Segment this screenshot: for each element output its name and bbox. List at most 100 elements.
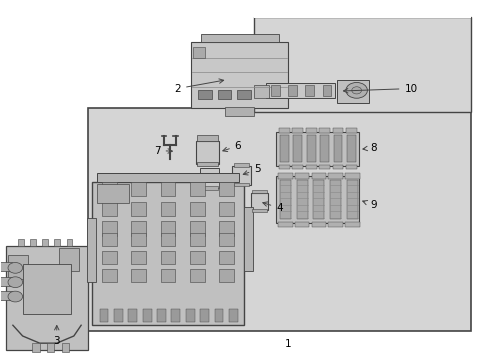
Bar	[32, 343, 40, 352]
Bar	[254, 85, 268, 98]
Bar	[233, 163, 249, 167]
Bar	[219, 251, 233, 264]
Bar	[345, 165, 356, 169]
Bar	[305, 165, 316, 169]
Bar	[102, 233, 117, 246]
Bar	[131, 269, 146, 282]
Bar	[232, 166, 250, 185]
Text: 8: 8	[362, 143, 376, 153]
Bar	[0, 277, 12, 286]
Bar	[346, 180, 357, 220]
Bar	[160, 251, 175, 264]
Bar	[47, 343, 54, 352]
Bar	[92, 182, 243, 325]
Bar	[201, 186, 217, 190]
Bar	[102, 182, 117, 196]
Bar	[189, 233, 204, 246]
Bar	[311, 173, 325, 179]
Bar	[332, 165, 343, 169]
Bar	[336, 80, 368, 103]
Text: 10: 10	[343, 84, 417, 94]
Bar	[189, 269, 204, 282]
Bar	[296, 180, 307, 220]
Bar	[293, 135, 302, 162]
Bar	[294, 222, 309, 227]
Bar	[219, 221, 233, 235]
Bar	[100, 309, 108, 321]
Bar	[237, 90, 250, 99]
Bar	[305, 85, 314, 96]
Circle shape	[8, 291, 22, 302]
Bar	[327, 173, 342, 179]
Bar	[266, 83, 334, 98]
Bar	[271, 85, 280, 96]
Bar	[102, 221, 117, 235]
Bar	[189, 221, 204, 235]
Bar	[252, 190, 266, 193]
Circle shape	[345, 82, 366, 98]
Text: 6: 6	[223, 141, 241, 152]
Bar	[327, 222, 342, 227]
Bar	[217, 90, 231, 99]
Text: 1: 1	[285, 339, 291, 349]
Bar	[193, 47, 205, 58]
Bar	[131, 202, 146, 216]
Bar	[102, 202, 117, 216]
Bar	[160, 269, 175, 282]
Text: 5: 5	[243, 164, 260, 175]
Bar	[254, 17, 470, 112]
Bar	[131, 251, 146, 264]
Bar	[276, 132, 358, 166]
Bar	[160, 202, 175, 216]
Bar	[131, 182, 146, 196]
Bar	[200, 34, 278, 42]
Bar	[59, 248, 79, 271]
Bar	[280, 135, 288, 162]
Bar	[197, 135, 217, 140]
Bar	[344, 173, 359, 179]
Text: 2: 2	[174, 79, 223, 94]
Bar	[18, 239, 23, 246]
Circle shape	[8, 277, 22, 288]
Text: 4: 4	[262, 202, 282, 213]
Bar	[313, 180, 324, 220]
Bar	[97, 173, 238, 182]
Bar	[200, 309, 208, 321]
Bar	[102, 269, 117, 282]
Bar	[131, 221, 146, 235]
Bar	[131, 233, 146, 246]
Bar	[128, 309, 137, 321]
Bar	[252, 209, 266, 212]
Bar	[320, 135, 328, 162]
Bar	[142, 309, 151, 321]
Text: 9: 9	[362, 200, 376, 210]
Bar	[219, 269, 233, 282]
Bar	[198, 90, 211, 99]
Bar	[243, 207, 253, 271]
Bar	[30, 239, 36, 246]
Bar	[102, 251, 117, 264]
Text: 7: 7	[154, 145, 172, 156]
Bar	[292, 128, 303, 134]
Bar	[8, 255, 27, 279]
Bar	[292, 165, 303, 169]
Bar	[219, 233, 233, 246]
Bar	[42, 239, 48, 246]
Bar	[233, 183, 249, 186]
Bar	[278, 222, 292, 227]
Bar	[189, 251, 204, 264]
Bar	[114, 309, 122, 321]
Bar	[332, 128, 343, 134]
Circle shape	[8, 262, 22, 273]
Bar	[254, 17, 470, 18]
Bar	[189, 182, 204, 196]
Bar	[66, 239, 72, 246]
Bar	[219, 182, 233, 196]
Bar	[214, 309, 223, 321]
Bar	[219, 202, 233, 216]
Bar	[346, 135, 355, 162]
Bar	[160, 233, 175, 246]
Bar	[276, 176, 358, 223]
Bar	[160, 221, 175, 235]
Bar	[294, 173, 309, 179]
